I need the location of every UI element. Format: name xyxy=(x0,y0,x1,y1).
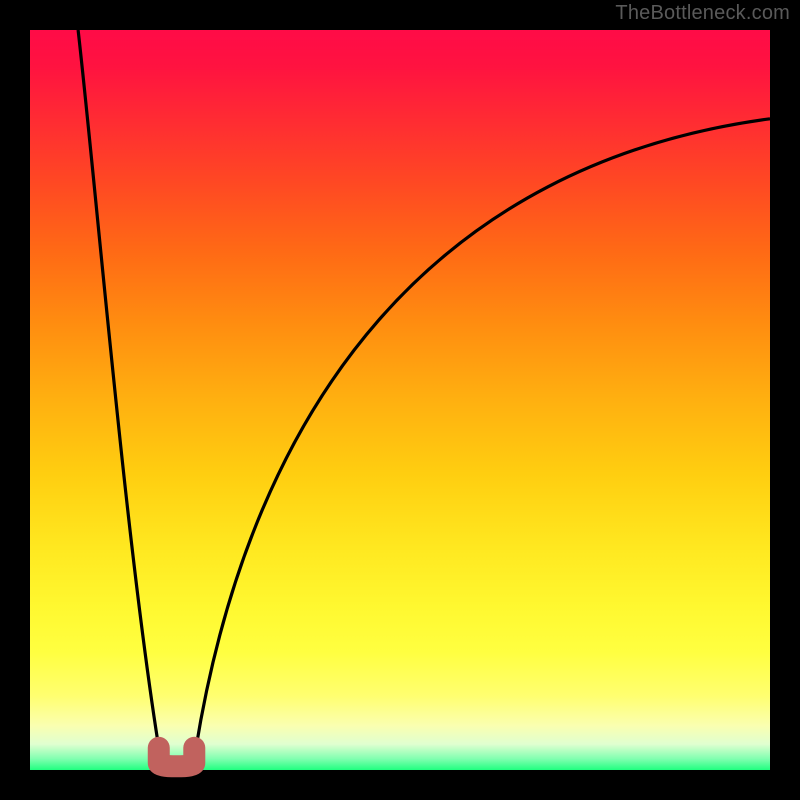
chart-container: TheBottleneck.com xyxy=(0,0,800,800)
chart-svg xyxy=(0,0,800,800)
attribution-text: TheBottleneck.com xyxy=(615,2,790,25)
